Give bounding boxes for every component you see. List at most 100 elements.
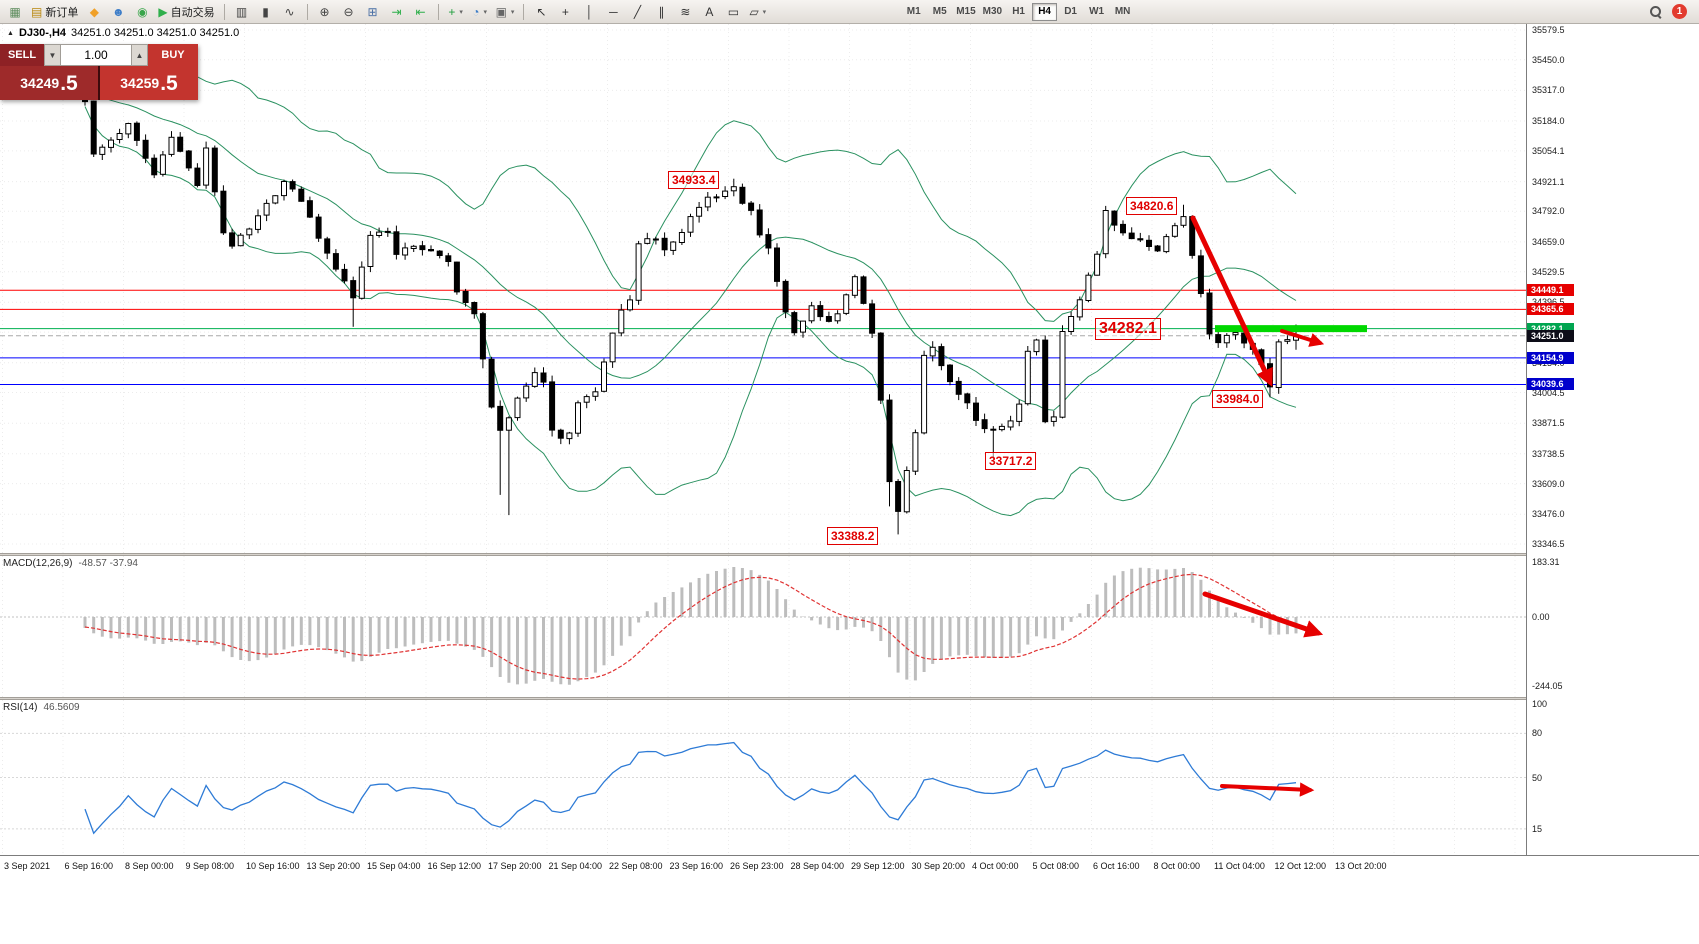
trendline-button[interactable]: ╱ (626, 2, 648, 22)
chart-window-icon: ▦ (9, 4, 21, 19)
sell-button[interactable]: SELL (0, 44, 44, 66)
community-button[interactable]: ☻ (107, 2, 129, 22)
price-axis[interactable]: 35579.5 35450.0 35317.0 35184.0 35054.1 34921… (1526, 24, 1699, 855)
notification-badge[interactable]: 1 (1672, 4, 1687, 19)
sell-price-button[interactable]: 34249 .5 (0, 66, 100, 100)
bars-chart-icon: ▥ (235, 4, 248, 19)
price-axis-label: 34396.5 (1532, 297, 1565, 307)
zoom-out-button[interactable]: ⊖ (338, 2, 360, 22)
price-annotation[interactable]: 34282.1 (1095, 318, 1161, 340)
timeframe-toolbar: M1 M5 M15 M30 H1 H4 D1 W1 MN (901, 2, 1135, 21)
new-order-button-label: 新订单 (45, 6, 79, 19)
shapes-button[interactable]: ▱ ▾ (746, 2, 769, 22)
fibonacci-button[interactable]: ≋ (674, 2, 696, 22)
vline-button[interactable]: │ (578, 2, 600, 22)
date-label: 16 Sep 12:00 (427, 861, 482, 871)
trendline-icon: ╱ (633, 4, 642, 19)
price-chart-pane[interactable] (0, 24, 1526, 553)
lot-size-input[interactable]: 1.00 (61, 44, 131, 66)
price-annotation[interactable]: 34933.4 (668, 171, 720, 189)
new-chart-button[interactable]: ▦ (4, 2, 26, 22)
cursor-button[interactable]: ↖ (530, 2, 552, 22)
chart-shift-button[interactable]: ⇤ (410, 2, 432, 22)
timeframe-m1[interactable]: M1 (906, 6, 921, 17)
timeframe-m30[interactable]: M30 (982, 6, 1003, 17)
candles-chart-button[interactable]: ▮ (255, 2, 277, 22)
timeframe-mn[interactable]: MN (1114, 6, 1131, 17)
date-label: 30 Sep 20:00 (911, 861, 966, 871)
macd-chart[interactable] (0, 556, 1526, 697)
horizontal-line-icon: ─ (609, 4, 618, 19)
mql5-button[interactable]: ◆ (83, 2, 105, 22)
tile-windows-button[interactable]: ⊞ (362, 2, 384, 22)
pane-splitter[interactable] (0, 553, 1699, 556)
price-tag: 34154.9 (1527, 352, 1574, 364)
new-order-icon: ▤ (31, 4, 43, 19)
text-icon: A (705, 4, 714, 19)
templates-button[interactable]: ▣ ▾ (493, 2, 518, 22)
macd-label: MACD(12,26,9) -48.57 -37.94 (3, 558, 138, 569)
fibonacci-icon: ≋ (680, 4, 691, 19)
timeframe-m15[interactable]: M15 (956, 6, 976, 17)
time-axis[interactable]: 3 Sep 2021 6 Sep 16:00 8 Sep 00:00 9 Sep 08… (0, 855, 1699, 876)
pane-splitter[interactable] (0, 697, 1699, 700)
rsi-axis-label: 80 (1532, 728, 1543, 738)
price-annotation[interactable]: 34820.6 (1126, 197, 1178, 215)
date-label: 29 Sep 12:00 (851, 861, 905, 871)
hline-button[interactable]: ─ (602, 2, 624, 22)
lot-decrease-button[interactable]: ▼ (44, 44, 61, 66)
buy-price-pip: .5 (160, 71, 178, 95)
bars-chart-button[interactable]: ▥ (231, 2, 253, 22)
symbol-info: ▲ DJ30-,H4 34251.0 34251.0 34251.0 34251… (7, 27, 239, 39)
price-annotation[interactable]: 33388.2 (827, 527, 879, 545)
timeframe-m5[interactable]: M5 (932, 6, 947, 17)
search-icon[interactable] (1649, 5, 1662, 18)
text-label-icon: ▭ (727, 4, 740, 19)
rsi-pane[interactable]: RSI(14) 46.5609 (0, 700, 1526, 855)
new-order-button[interactable]: ▤ 新订单 (28, 2, 81, 22)
price-tag: 34449.1 (1527, 284, 1574, 296)
zoom-in-button[interactable]: ⊕ (314, 2, 336, 22)
line-chart-button[interactable]: ∿ (279, 2, 301, 22)
line-chart-icon: ∿ (284, 4, 295, 19)
timeframe-d1[interactable]: D1 (1064, 6, 1077, 17)
market-button[interactable]: ◉ (131, 2, 153, 22)
autotrade-button[interactable]: ▶ 自动交易 (155, 2, 217, 22)
crosshair-button[interactable]: + (554, 2, 576, 22)
macd-pane[interactable]: MACD(12,26,9) -48.57 -37.94 (0, 556, 1526, 697)
community-icon: ☻ (112, 4, 125, 19)
price-axis-label: 34529.5 (1532, 267, 1565, 277)
lot-increase-button[interactable]: ▲ (131, 44, 148, 66)
text-button[interactable]: A (698, 2, 720, 22)
indicators-button[interactable]: + ▾ (445, 2, 467, 22)
price-axis-label: 34659.0 (1532, 237, 1565, 247)
date-label: 6 Sep 16:00 (64, 861, 114, 871)
chart-shift-icon: ⇤ (415, 4, 426, 19)
date-label: 15 Sep 04:00 (367, 861, 421, 871)
date-label: 6 Oct 16:00 (1093, 861, 1140, 871)
buy-price-button[interactable]: 34259 .5 (100, 66, 198, 100)
timeframe-h4[interactable]: H4 (1032, 2, 1058, 21)
auto-scroll-button[interactable]: ⇥ (386, 2, 408, 22)
price-axis-label: 34921.1 (1532, 177, 1565, 187)
dropdown-arrow-icon: ▾ (483, 8, 487, 16)
date-label: 21 Sep 04:00 (548, 861, 603, 871)
buy-button[interactable]: BUY (148, 44, 198, 66)
toolbar-separator (437, 3, 439, 20)
price-axis-label: 33346.5 (1532, 539, 1565, 549)
mql5-diamond-icon: ◆ (89, 4, 99, 19)
date-label: 9 Sep 08:00 (185, 861, 235, 871)
periods-button[interactable]: ◔ ▾ (469, 2, 491, 22)
sell-price-main: 34249 (20, 75, 60, 91)
price-annotation[interactable]: 33984.0 (1212, 390, 1264, 408)
price-tag: 34039.6 (1527, 378, 1574, 390)
channel-button[interactable]: ∥ (650, 2, 672, 22)
rsi-chart[interactable] (0, 700, 1526, 855)
timeframe-w1[interactable]: W1 (1089, 6, 1105, 17)
candlestick-chart[interactable] (0, 24, 1526, 553)
timeframe-h1[interactable]: H1 (1012, 6, 1025, 17)
price-annotation[interactable]: 33717.2 (985, 452, 1037, 470)
label-button[interactable]: ▭ (722, 2, 744, 22)
